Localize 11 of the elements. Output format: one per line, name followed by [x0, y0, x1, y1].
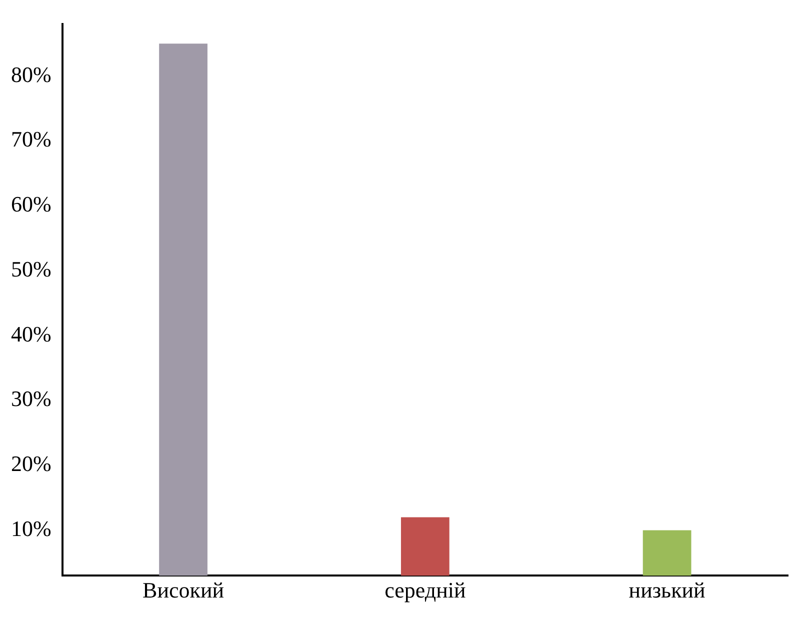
x-tick-label: низький — [628, 578, 706, 603]
y-tick-label: 40% — [11, 321, 52, 346]
y-tick-label: 50% — [11, 256, 52, 282]
y-tick-label: 60% — [11, 192, 52, 217]
x-tick-label: Високий — [142, 578, 224, 603]
y-tick-label: 30% — [11, 386, 52, 412]
y-tick-label: 20% — [11, 451, 52, 476]
y-tick-label: 80% — [11, 62, 52, 87]
y-tick-label: 10% — [11, 516, 52, 541]
x-tick-label: середній — [384, 578, 466, 603]
y-tick-label: 70% — [11, 126, 52, 152]
